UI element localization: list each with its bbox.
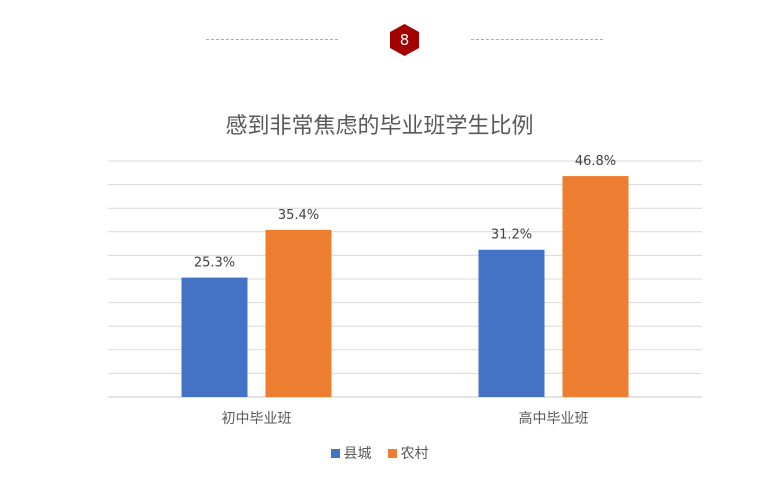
bar	[478, 249, 545, 397]
legend-label: 县城	[343, 446, 372, 462]
legend-swatch	[387, 448, 397, 458]
category-label: 初中毕业班	[222, 410, 292, 427]
bar	[181, 277, 248, 397]
legend-item-rural: 农村	[387, 443, 429, 463]
data-label: 25.3%	[194, 256, 235, 271]
bar	[562, 176, 629, 397]
legend-item-county: 县城	[330, 443, 372, 463]
legend-label: 农村	[400, 446, 429, 462]
legend: 县城 农村	[0, 443, 759, 463]
page-number-badge: 8	[390, 24, 419, 56]
divider-right	[471, 39, 603, 40]
data-label: 31.2%	[491, 228, 532, 243]
chart-title: 感到非常焦虑的毕业班学生比例	[225, 114, 534, 139]
data-label: 46.8%	[575, 154, 616, 169]
category-label: 高中毕业班	[519, 410, 589, 427]
legend-swatch	[330, 448, 340, 458]
bar	[265, 229, 332, 397]
divider-left	[206, 39, 338, 40]
data-label: 35.4%	[278, 208, 319, 223]
